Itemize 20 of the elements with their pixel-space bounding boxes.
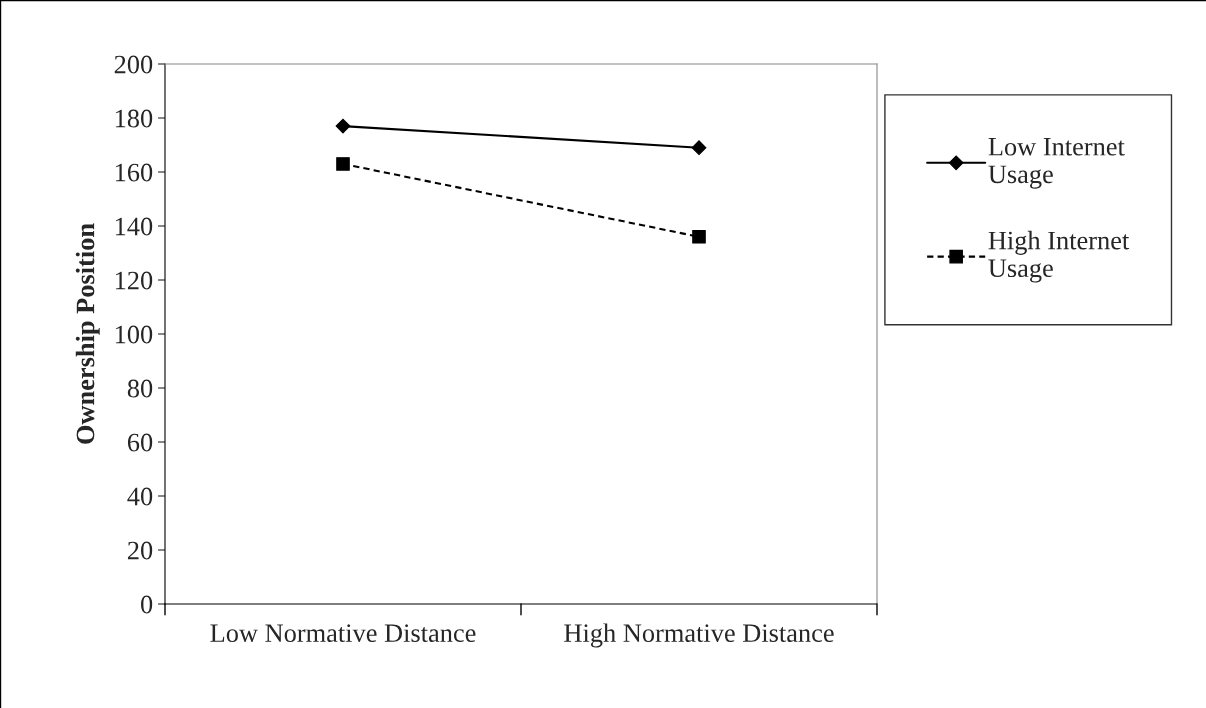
point [336,157,350,171]
y-tick-label: 20 [127,541,153,560]
y-tick-label: 160 [115,163,153,182]
point [692,230,706,244]
y-tick-label: 80 [127,379,153,398]
y-tick-label: 60 [127,433,153,452]
y-tick-label: 140 [115,217,153,236]
point [335,118,351,134]
y-tick-label: 100 [115,325,153,344]
legend-label: Low Internet Usage [988,138,1125,189]
y-tick-label: 40 [127,487,153,506]
x-tick-label: High Normative Distance [564,623,834,648]
y-tick-label: 0 [141,595,153,614]
legend-label: High Internet Usage [988,230,1130,283]
y-tick-label: 120 [115,271,153,290]
y-axis-title: Ownership Position [75,223,100,444]
y-tick-label: 200 [114,55,153,74]
x-tick-label: Low Normative Distance [210,624,476,643]
point [691,140,707,156]
y-tick-label: 180 [115,109,153,128]
